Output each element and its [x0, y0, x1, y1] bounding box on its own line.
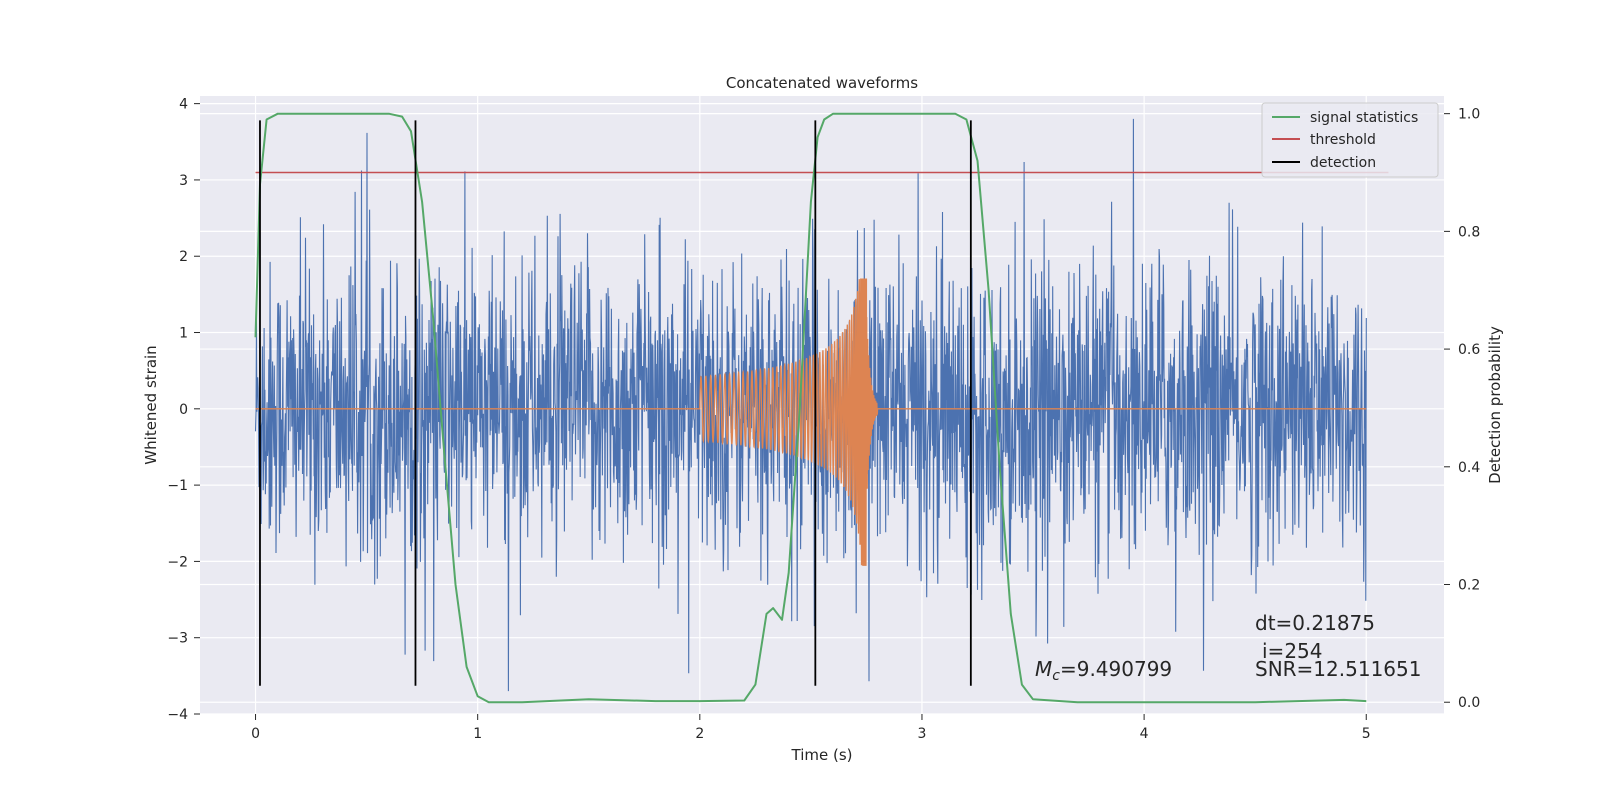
x-tick-label: 1	[473, 726, 482, 742]
y-axis-label-right: Detection probability	[1486, 326, 1504, 484]
annotation-snr: SNR=12.511651	[1255, 657, 1421, 681]
y-right-tick-label: 0.6	[1458, 342, 1480, 358]
legend-label-threshold: threshold	[1310, 132, 1376, 148]
plot-area	[254, 112, 1389, 704]
y-axis-label-left: Whitened strain	[142, 345, 160, 464]
legend-label-signal-statistics: signal statistics	[1310, 110, 1418, 126]
y-tick-label: −4	[167, 707, 188, 723]
y-right-tick-label: 1.0	[1458, 107, 1480, 123]
annotation-i: i=254	[1262, 639, 1323, 663]
x-axis-label: Time (s)	[791, 746, 853, 764]
y-tick-label: 0	[179, 402, 188, 418]
y-tick-label: −2	[167, 554, 188, 570]
legend-label-detection: detection	[1310, 155, 1376, 171]
y-tick-label: −3	[167, 631, 188, 647]
x-tick-label: 4	[1140, 726, 1149, 742]
x-tick-label: 0	[251, 726, 260, 742]
x-tick-label: 5	[1362, 726, 1371, 742]
y-tick-label: 4	[179, 97, 188, 113]
annotation-mc-value: =9.490799	[1060, 657, 1172, 681]
y-tick-label: 3	[179, 173, 188, 189]
annotation-mc: Mc=9.490799	[1035, 657, 1172, 684]
y-tick-label: 1	[179, 326, 188, 342]
x-tick-label: 2	[695, 726, 704, 742]
y-tick-label: 2	[179, 249, 188, 265]
legend-box	[1261, 102, 1439, 178]
signal-statistics-series	[254, 112, 1367, 704]
y-right-tick-label: 0.2	[1458, 578, 1480, 594]
legend: signal statistics threshold detection	[1261, 102, 1439, 178]
template-series	[255, 278, 1367, 566]
y-right-tick-label: 0.4	[1458, 460, 1480, 476]
chart-title: Concatenated waveforms	[726, 74, 918, 92]
y-right-tick-label: 0.0	[1458, 695, 1480, 711]
y-right-tick-label: 0.8	[1458, 224, 1480, 240]
y-tick-label: −1	[167, 478, 188, 494]
annotation-mc-subscript: c	[1052, 668, 1060, 684]
annotation-mc-symbol: M	[1035, 657, 1052, 681]
x-tick-label: 3	[918, 726, 927, 742]
annotation-dt: dt=0.21875	[1255, 611, 1375, 635]
axes: 0 1 2 3 4 5 −4 −3 −2 −1 0 1 2 3 4 0.0 0.2 0.4 0.6 0.8 1.0	[167, 97, 1480, 742]
